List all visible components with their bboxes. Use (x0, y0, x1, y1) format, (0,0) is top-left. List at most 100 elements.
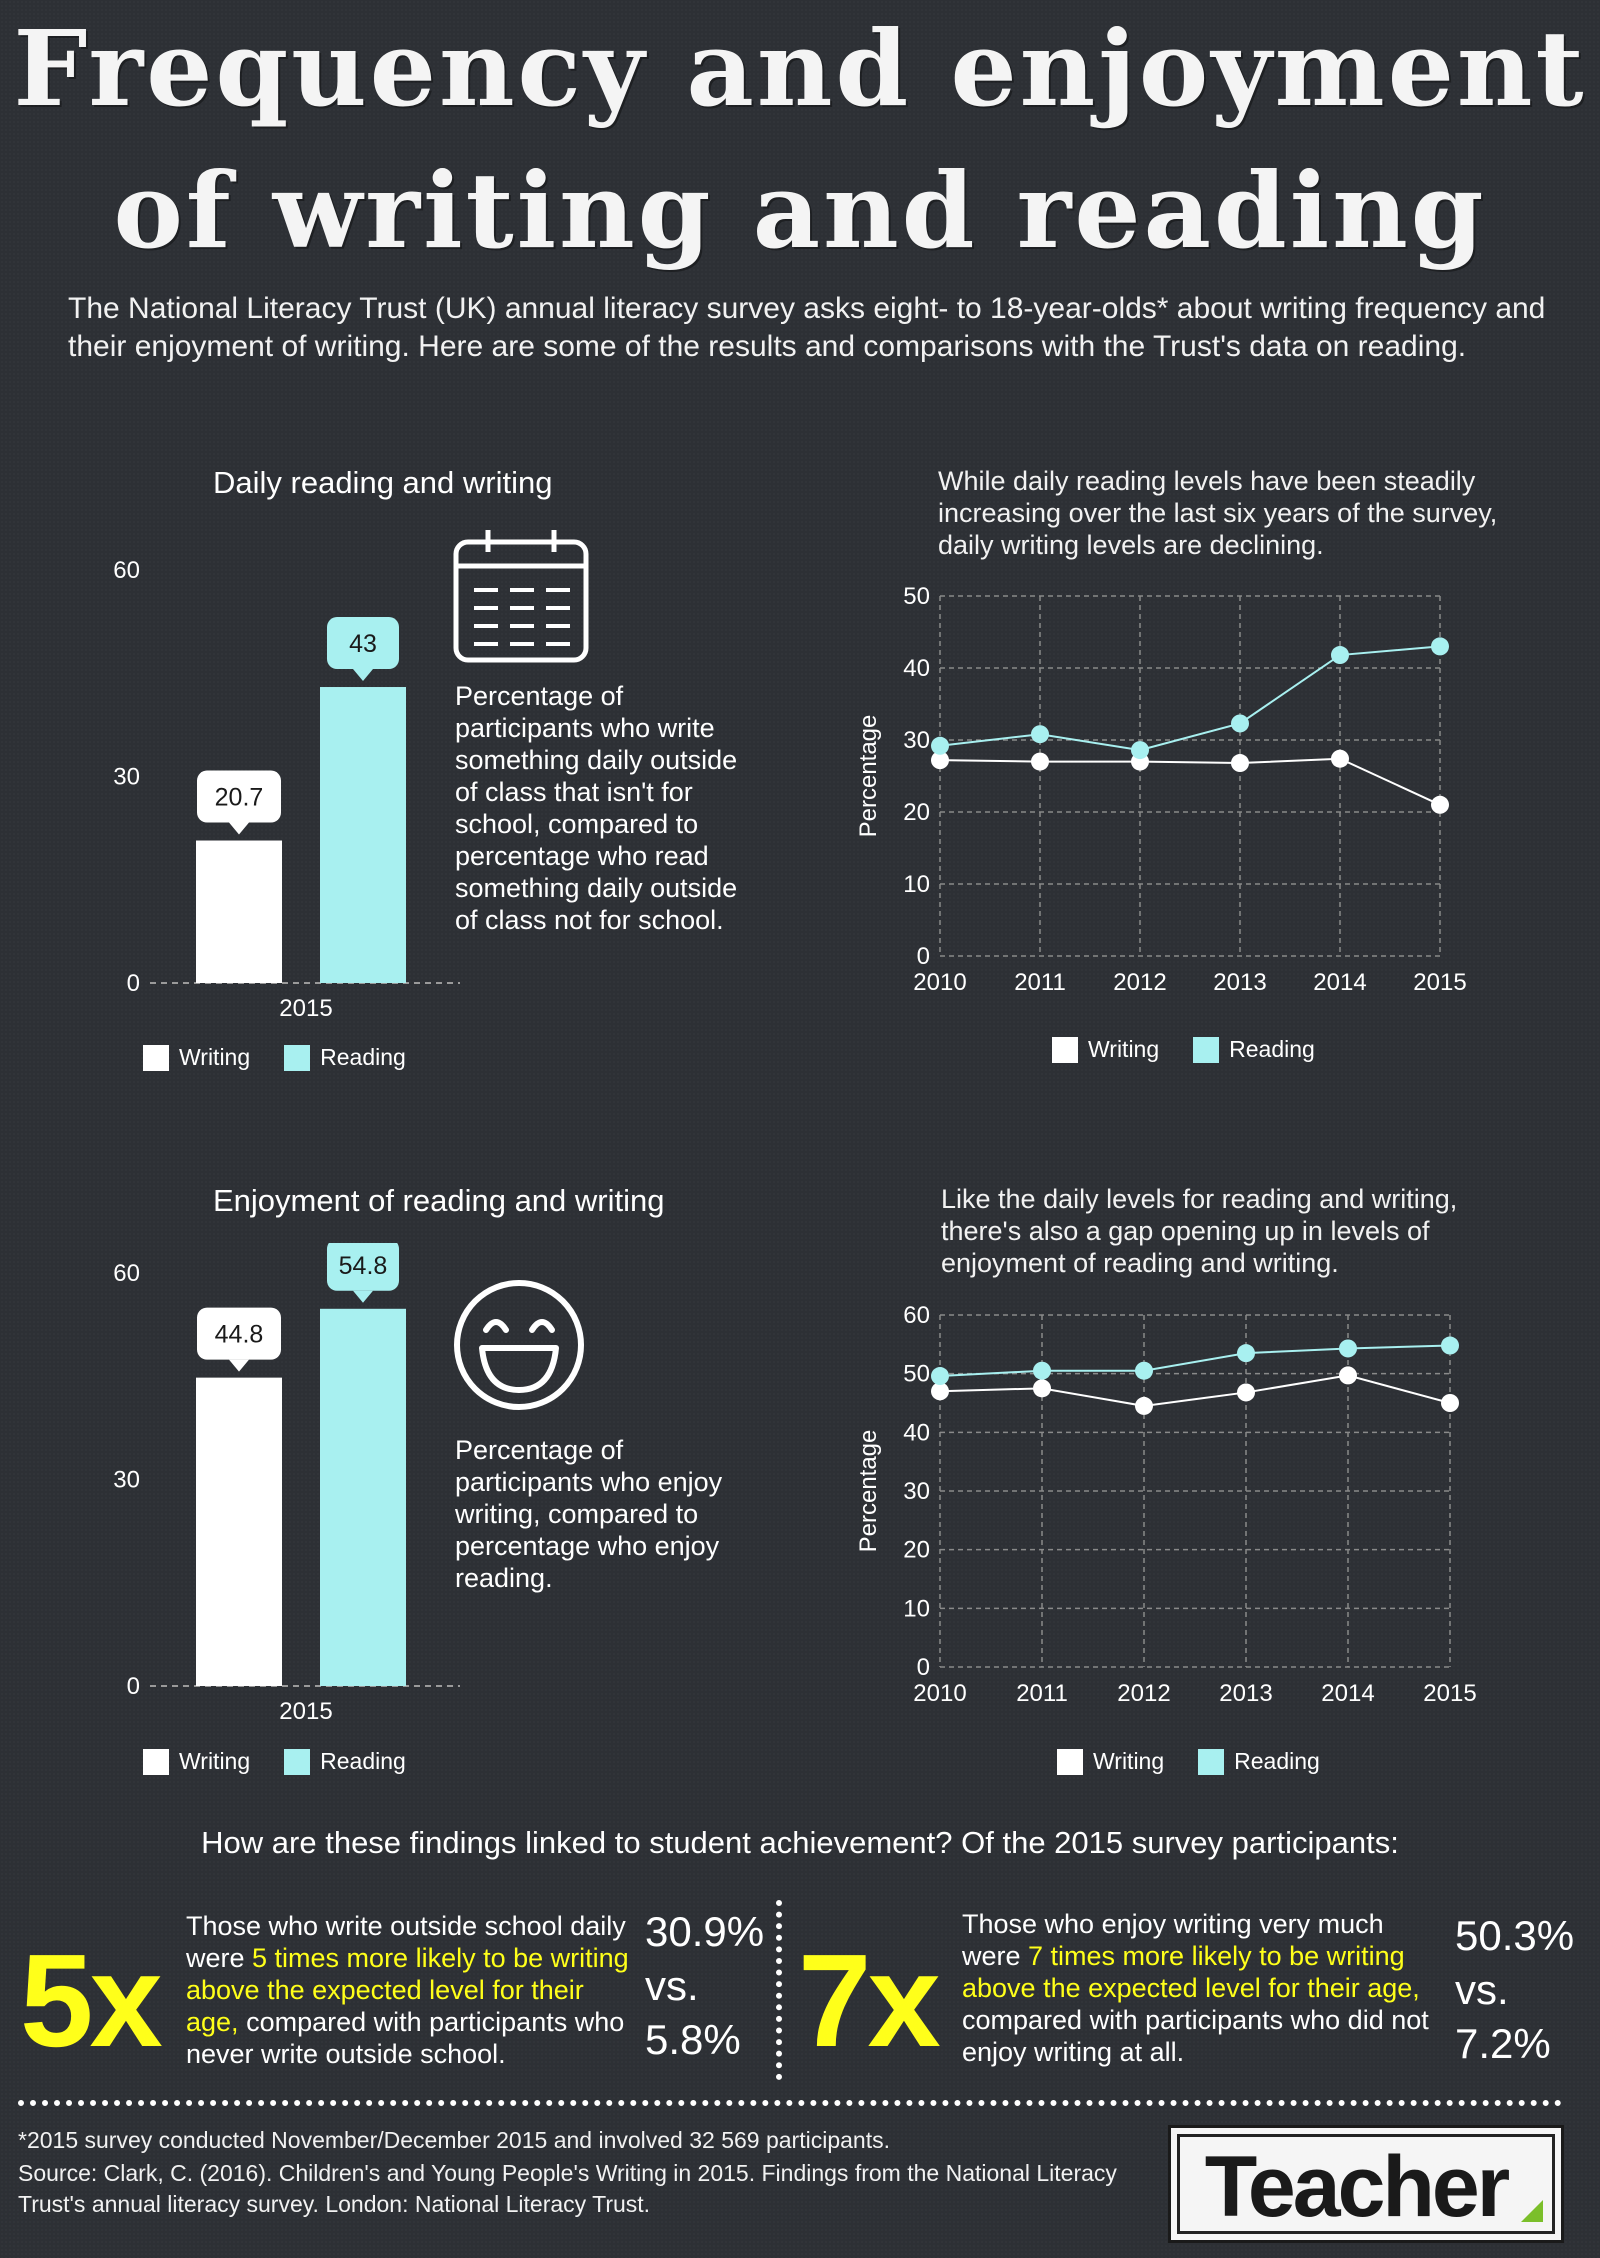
finding2-highlight: 7 times more likely to be writing above … (962, 1941, 1420, 2003)
daily-bar-chart: 0 30 60 20.7 43 2015 (113, 557, 460, 1022)
y-tick-label: 30 (113, 1467, 140, 1494)
data-label-bubble (197, 770, 281, 823)
daily-bar-legend: Writing Reading (143, 1044, 406, 1071)
y-tick-label: 40 (903, 1419, 930, 1446)
daily-bar-title: Daily reading and writing (213, 465, 553, 500)
x-tick-label: 2014 (1321, 1680, 1374, 1707)
footer-separator (18, 2100, 1562, 2106)
enjoy-bar-title: Enjoyment of reading and writing (213, 1183, 665, 1218)
x-category-label: 2015 (279, 995, 332, 1022)
data-label-bubble (197, 1307, 281, 1360)
teacher-logo: Teacher (1168, 2125, 1564, 2243)
legend-swatch-writing (1052, 1036, 1078, 1063)
data-label-pointer (353, 669, 373, 682)
data-label: 43 (349, 630, 377, 658)
legend-reading: Reading (320, 1044, 406, 1070)
legend-writing: Writing (1093, 1748, 1165, 1774)
bar-reading (320, 687, 406, 983)
series-line-writing (939, 1374, 1451, 1407)
data-label: 54.8 (339, 1252, 388, 1280)
legend-writing: Writing (179, 1044, 251, 1070)
y-tick-label: 0 (917, 943, 930, 970)
data-point-reading (931, 1367, 949, 1386)
y-tick-label: 10 (903, 871, 930, 898)
enjoy-line-note: Like the daily levels for reading and wr… (941, 1184, 1458, 1278)
y-tick-label: 60 (113, 557, 140, 584)
intro-text: The National Literacy Trust (UK) annual … (68, 292, 1546, 363)
data-point-reading (1031, 725, 1049, 744)
data-point-writing (1031, 752, 1049, 771)
y-tick-label: 60 (113, 1260, 140, 1287)
legend-swatch-writing (1057, 1748, 1083, 1775)
x-tick-label: 2015 (1413, 969, 1466, 996)
y-tick-label: 20 (903, 799, 930, 826)
x-tick-label: 2014 (1313, 969, 1366, 996)
finding1-stat-1: 30.9% (645, 1908, 765, 1955)
legend-swatch-reading (284, 1044, 311, 1071)
x-tick-label: 2010 (913, 1680, 966, 1707)
title-line-2: of writing and reading (113, 149, 1487, 272)
bar-writing (196, 1377, 282, 1686)
finding1-pre: Those who write outside school daily wer… (186, 1911, 626, 1973)
data-label: 44.8 (215, 1321, 264, 1349)
legend-swatch-writing (143, 1748, 169, 1775)
data-point-reading (1237, 1344, 1255, 1363)
finding2-multiplier: 7x (798, 1927, 941, 2074)
y-tick-label: 0 (127, 970, 140, 997)
smiley-face-icon (452, 1278, 586, 1417)
daily-bar-description: Percentage of participants who write som… (455, 681, 738, 935)
data-point-writing (1331, 749, 1349, 768)
data-point-reading (1135, 1361, 1153, 1380)
y-tick-label: 20 (903, 1537, 930, 1564)
daily-line-chart: 0 10 20 30 40 50 2010 2011 2012 2013 2014 2015 Perce… (855, 583, 1467, 996)
teacher-logo-text: Teacher (1204, 2139, 1510, 2235)
data-point-reading (1431, 637, 1449, 656)
legend-swatch-writing (143, 1044, 169, 1071)
legend-reading: Reading (1234, 1748, 1320, 1774)
daily-line-note: While daily reading levels have been ste… (938, 466, 1498, 560)
data-point-writing (1441, 1394, 1459, 1412)
series-line-reading (939, 645, 1441, 752)
data-point-reading (1331, 646, 1349, 665)
legend-writing: Writing (1088, 1036, 1160, 1062)
y-axis-label: Percentage (855, 1430, 882, 1553)
x-tick-label: 2011 (1016, 1680, 1068, 1707)
finding1-post: compared with participants who never wri… (186, 2007, 625, 2069)
finding1-stat-2: 5.8% (645, 2016, 741, 2063)
x-category-label: 2015 (279, 1698, 332, 1725)
data-point-reading (931, 736, 949, 755)
data-point-reading (1441, 1336, 1459, 1355)
legend-swatch-reading (284, 1748, 311, 1775)
y-tick-label: 50 (903, 583, 930, 610)
data-point-reading (1231, 714, 1249, 733)
x-tick-label: 2013 (1213, 969, 1266, 996)
bar-writing (196, 840, 282, 983)
bar-reading (320, 1308, 406, 1686)
data-point-writing (1431, 795, 1449, 814)
data-label-bubble (327, 617, 399, 670)
finding2-post: compared with participants who did not e… (962, 2005, 1429, 2067)
finding2-text: Those who enjoy writing very much were 7… (962, 1908, 1442, 2068)
y-tick-label: 60 (903, 1302, 930, 1329)
data-point-writing (931, 751, 949, 770)
data-label-pointer (353, 1290, 373, 1303)
finding2-stat-2: 7.2% (1455, 2020, 1551, 2067)
legend-writing: Writing (179, 1748, 251, 1774)
legend-swatch-reading (1198, 1748, 1225, 1775)
x-tick-label: 2015 (1423, 1680, 1476, 1707)
y-tick-label: 10 (903, 1595, 930, 1622)
y-axis-label: Percentage (855, 715, 882, 838)
finding1-text: Those who write outside school daily wer… (186, 1910, 636, 2070)
series-line-writing (939, 757, 1441, 806)
enjoy-bar-description: Percentage of participants who enjoy wri… (455, 1435, 723, 1593)
data-label-pointer (229, 1359, 249, 1372)
data-label-pointer (229, 822, 249, 835)
data-point-writing (1339, 1366, 1357, 1385)
data-point-reading (1131, 741, 1149, 760)
x-tick-label: 2012 (1117, 1680, 1170, 1707)
y-tick-label: 30 (903, 1478, 930, 1505)
data-point-writing (1135, 1396, 1153, 1415)
series-line-reading (939, 1344, 1451, 1378)
y-tick-label: 30 (903, 727, 930, 754)
data-point-writing (1033, 1379, 1051, 1398)
